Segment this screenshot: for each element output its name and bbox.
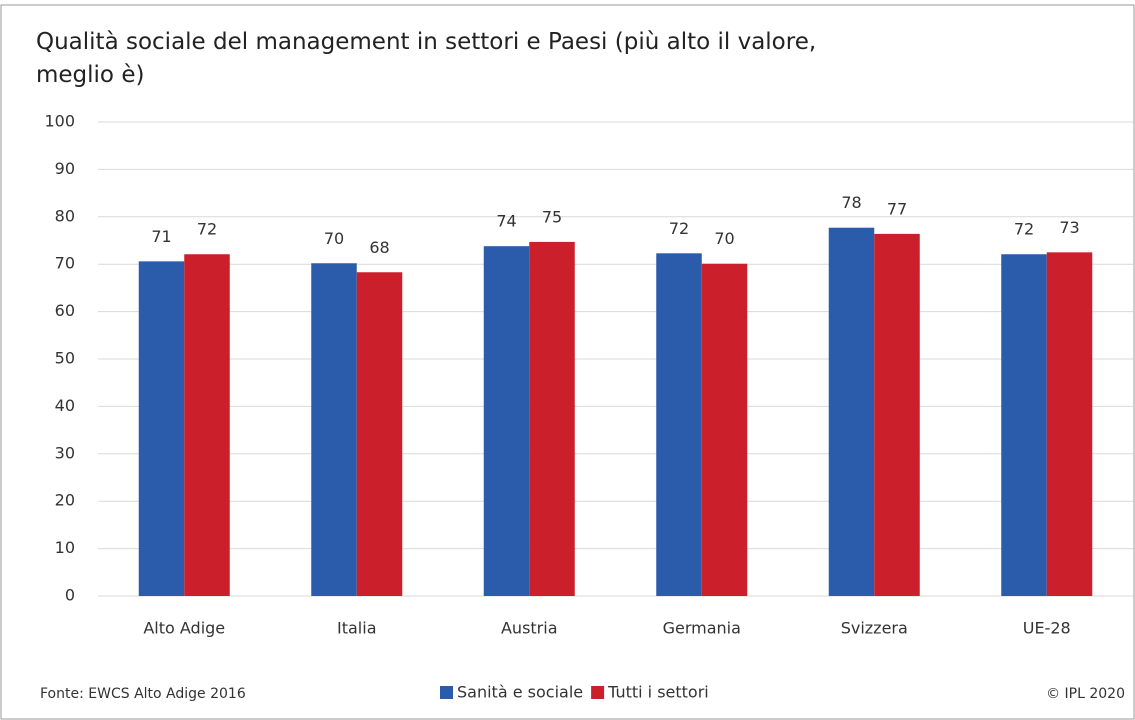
data-label: 77 — [887, 199, 907, 218]
bar — [483, 246, 530, 597]
x-tick-label: Germania — [663, 619, 741, 638]
frame — [0, 4, 1135, 720]
bar — [184, 254, 230, 596]
y-tick-label: 30 — [55, 443, 75, 462]
data-label: 72 — [1014, 220, 1034, 239]
bar — [874, 233, 920, 596]
legend-swatch — [591, 686, 605, 699]
bar — [529, 241, 575, 596]
bar — [138, 261, 185, 596]
data-label: 75 — [542, 207, 562, 226]
y-tick-label: 90 — [55, 159, 75, 178]
bar — [1046, 252, 1093, 596]
y-tick-label: 100 — [44, 112, 75, 131]
x-tick-label: Austria — [501, 619, 558, 638]
data-label: 70 — [714, 229, 734, 248]
data-label: 71 — [151, 227, 171, 246]
data-label: 72 — [197, 220, 217, 239]
bar — [1001, 254, 1047, 596]
copyright: © IPL 2020 — [1046, 686, 1125, 702]
data-label: 72 — [669, 219, 689, 238]
legend-label: Sanità e sociale — [457, 683, 583, 702]
y-tick-label: 50 — [55, 349, 75, 368]
y-tick-label: 70 — [55, 254, 75, 273]
data-label: 73 — [1059, 218, 1079, 237]
y-tick-label: 80 — [55, 206, 75, 225]
bar — [828, 227, 875, 596]
x-tick-label: Svizzera — [841, 619, 908, 638]
data-label: 74 — [496, 212, 516, 231]
x-tick-label: UE-28 — [1023, 619, 1071, 638]
bar — [701, 263, 748, 596]
legend-swatch — [440, 686, 453, 699]
y-tick-label: 40 — [55, 396, 75, 415]
source: Fonte: EWCS Alto Adige 2016 — [40, 686, 246, 702]
bar — [356, 272, 403, 596]
y-tick-label: 20 — [55, 491, 75, 510]
y-tick-label: 0 — [65, 586, 75, 605]
data-label: 68 — [369, 238, 389, 257]
legend-label: Tutti i settori — [607, 683, 709, 702]
y-tick-label: 60 — [55, 301, 75, 320]
x-tick-label: Alto Adige — [143, 619, 225, 638]
data-label: 78 — [841, 193, 861, 212]
bar — [656, 253, 702, 596]
bar — [311, 263, 357, 596]
chart-title: Qualità sociale del management in settor… — [36, 29, 817, 88]
data-label: 70 — [324, 229, 344, 248]
y-tick-label: 10 — [55, 538, 75, 557]
x-tick-label: Italia — [337, 619, 377, 638]
